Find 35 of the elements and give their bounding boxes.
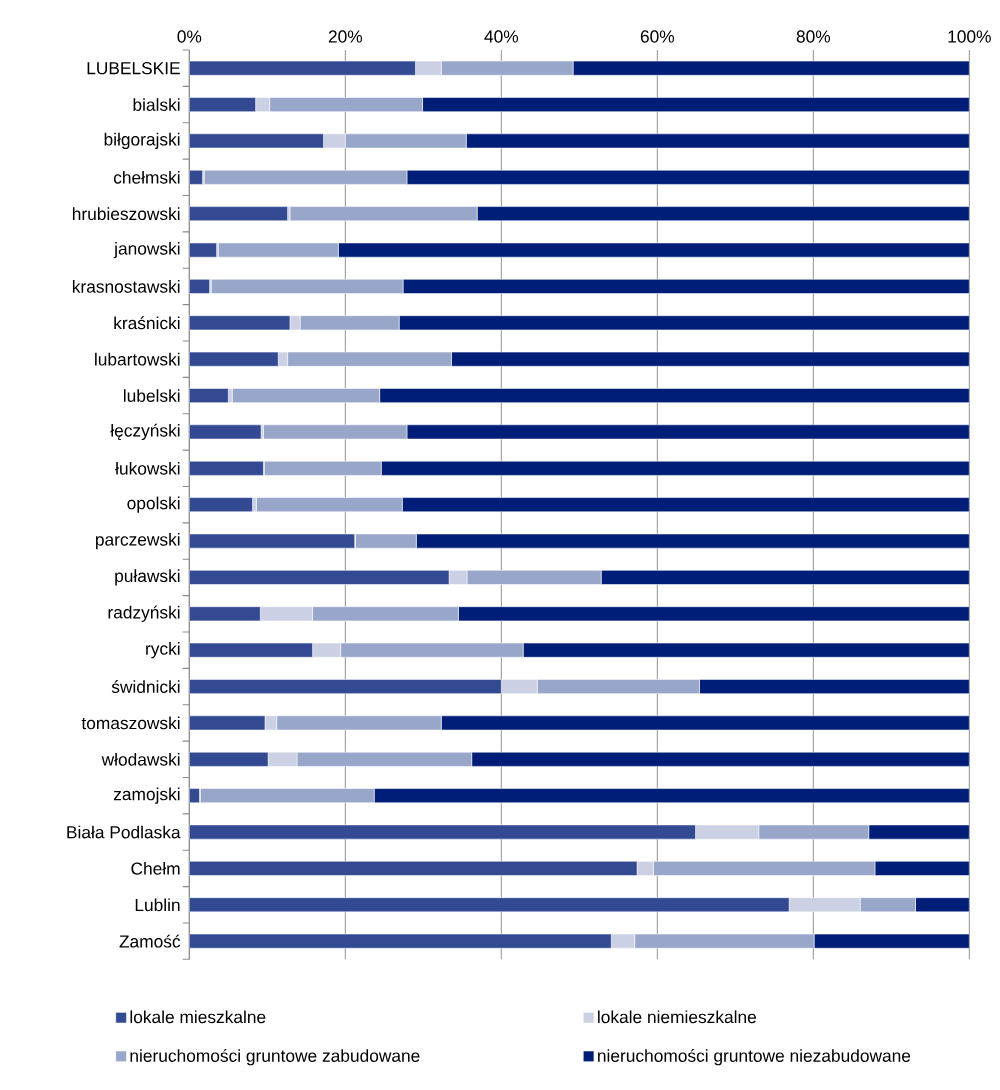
- y-tick-label: hrubieszowski: [72, 207, 180, 221]
- legend-label: nieruchomości gruntowe zabudowane: [130, 1048, 420, 1066]
- legend-label: lokale niemieszkalne: [598, 1010, 756, 1024]
- y-tick-label: włodawski: [101, 752, 180, 766]
- y-tick-label: Zamość: [119, 934, 181, 948]
- y-tick-label: rycki: [146, 642, 180, 659]
- x-tick-label: 20%: [328, 30, 363, 43]
- y-tick-label: chełmski: [113, 170, 180, 184]
- y-tick-label: LUBELSKIE: [87, 62, 180, 75]
- x-tick-label: 40%: [484, 30, 519, 43]
- x-tick-label: 80%: [796, 30, 831, 43]
- y-tick-label: Lublin: [135, 898, 180, 912]
- x-tick-label: 60%: [640, 30, 675, 43]
- y-tick-label: kraśnicki: [114, 316, 180, 330]
- legend-label: nieruchomości gruntowe niezabudowane: [598, 1048, 911, 1066]
- x-tick-label: 100%: [948, 30, 991, 43]
- y-tick-label: parczewski: [96, 532, 180, 550]
- y-tick-label: świdnicki: [111, 680, 180, 693]
- y-tick-label: janowski: [113, 241, 180, 259]
- x-tick-label: 0%: [177, 30, 202, 43]
- y-tick-label: opolski: [127, 496, 180, 513]
- y-tick-label: puławski: [115, 569, 180, 586]
- legend-label: lokale mieszkalne: [130, 1010, 266, 1024]
- y-tick-label: krasnostawski: [72, 280, 180, 293]
- y-tick-label: lubartowski: [95, 352, 180, 366]
- y-tick-label: bialski: [133, 98, 180, 111]
- y-tick-label: lubelski: [123, 389, 180, 402]
- y-tick-label: łukowski: [115, 461, 180, 475]
- y-tick-label: zamojski: [113, 787, 180, 804]
- y-tick-label: Biała Podlaska: [67, 825, 181, 839]
- y-tick-label: tomaszowski: [81, 716, 180, 730]
- y-tick-label: biłgorajski: [104, 132, 180, 150]
- y-tick-label: radzyński: [108, 605, 180, 622]
- y-tick-label: Chełm: [131, 862, 180, 875]
- y-tick-label: łęczyński: [110, 423, 180, 441]
